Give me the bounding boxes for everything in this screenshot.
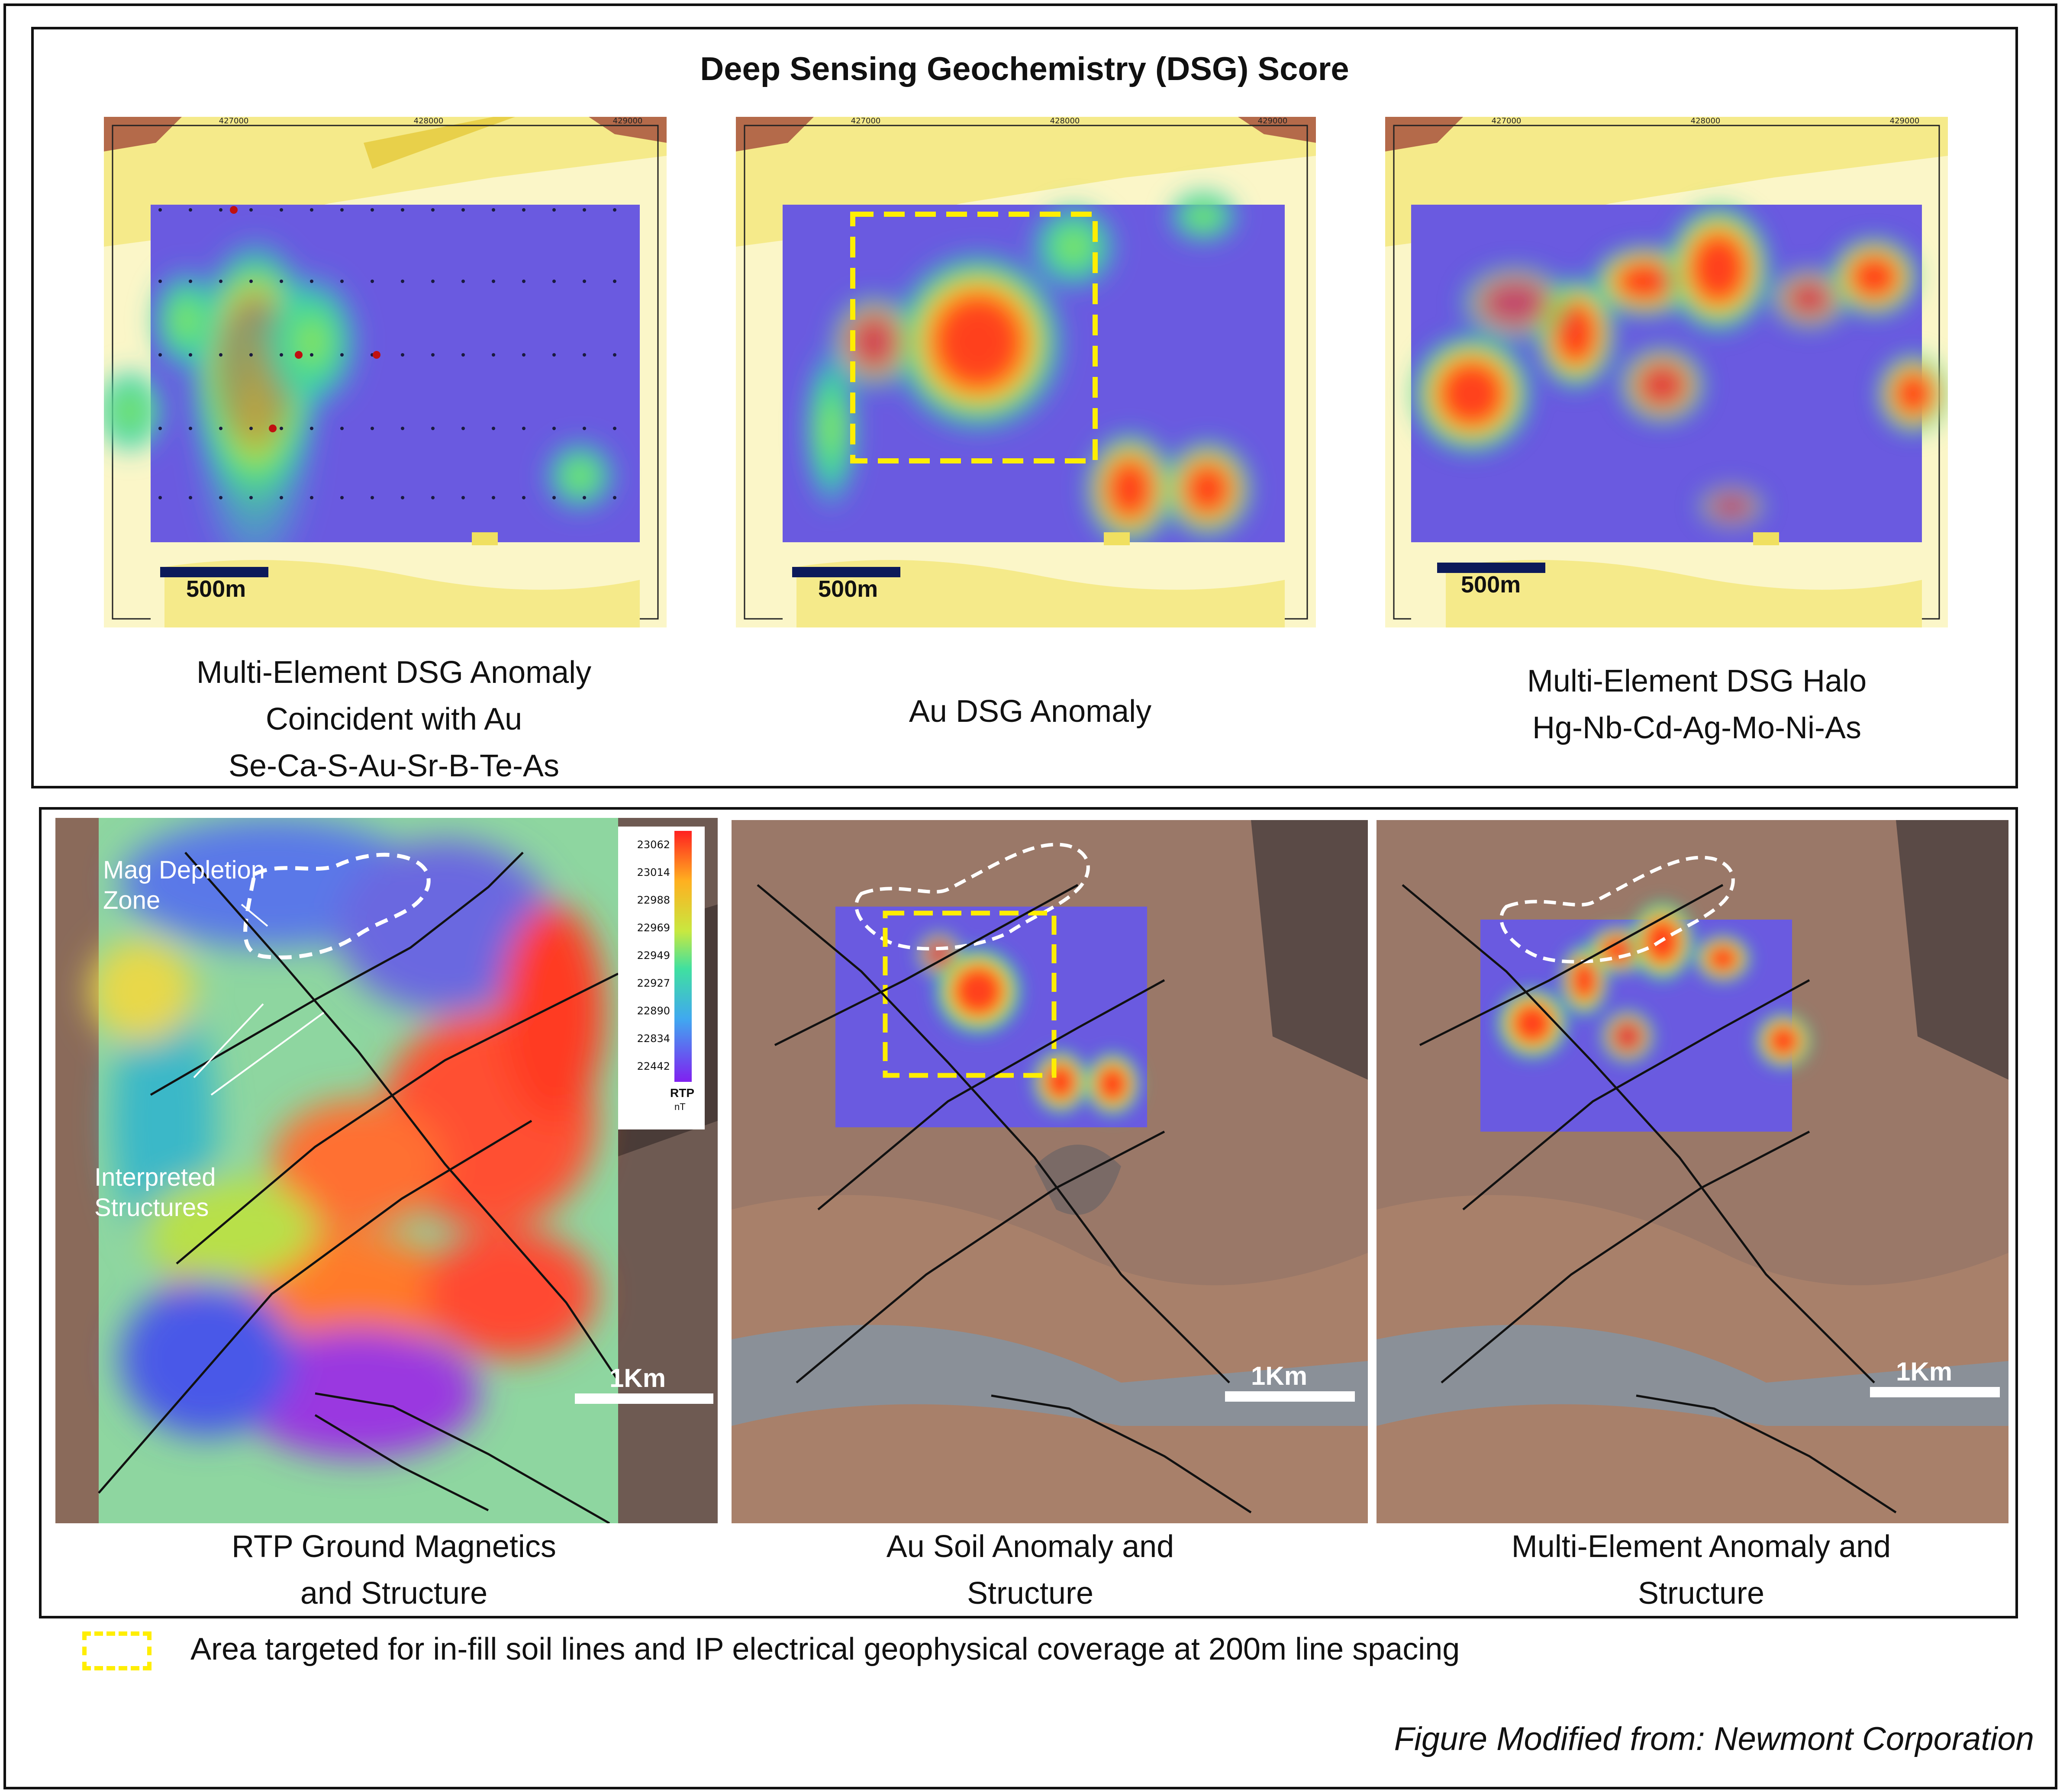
dsg-map-3-svg: 427000 428000 429000	[1385, 117, 1948, 627]
colorbar-label: RTP	[670, 1086, 694, 1100]
colorbar-value: 22949	[637, 949, 670, 962]
x-tick-label: 427000	[851, 117, 881, 125]
dsg-map-2-svg: 427000 428000 429000	[736, 117, 1316, 627]
multi-element-svg	[1377, 820, 2008, 1523]
scale-label: 1Km	[609, 1364, 666, 1393]
mag-depletion-label: Zone	[103, 886, 160, 914]
x-tick-label: 427000	[1492, 117, 1522, 125]
dsg-map-1-svg: 427000 428000 429000	[104, 117, 667, 627]
colorbar-unit: nT	[674, 1101, 686, 1112]
caption-dsg-halo: Multi-Element DSG Halo Hg-Nb-Cd-Ag-Mo-Ni…	[1527, 664, 1867, 745]
scale-bar	[1225, 1391, 1355, 1402]
legend-label: Area targeted for in-fill soil lines and…	[190, 1632, 1460, 1667]
rtp-magnetics-map: Mag Depletion Zone Interpreted Structure…	[55, 818, 718, 1523]
scale-bar	[1870, 1387, 2000, 1397]
scale-bar	[575, 1393, 713, 1404]
colorbar-value: 22890	[637, 1005, 670, 1017]
caption-dsg-multi-element: Multi-Element DSG Anomaly Coincident wit…	[196, 655, 592, 783]
multi-element-anomaly-map: 1Km	[1377, 820, 2008, 1523]
mag-depletion-label: Mag Depletion	[103, 856, 265, 884]
interpreted-structures-label: Structures	[94, 1194, 209, 1222]
colorbar-value: 22988	[637, 894, 670, 906]
dsg-map-multi-element: 427000 428000 429000 500m	[104, 117, 667, 627]
colorbar-value: 22834	[637, 1033, 670, 1045]
scale-label: 1Km	[1251, 1361, 1308, 1390]
x-tick-label: 428000	[1691, 117, 1721, 125]
caption-multi-element: Multi-Element Anomaly and Structure	[1511, 1529, 1891, 1611]
rtp-map-svg: Mag Depletion Zone Interpreted Structure…	[55, 818, 718, 1523]
x-tick-label: 428000	[414, 117, 444, 125]
x-tick-label: 429000	[613, 117, 643, 125]
scale-bar	[160, 567, 268, 577]
x-tick-label: 429000	[1890, 117, 1920, 125]
mag-depletion-outline	[243, 853, 431, 960]
dsg-map-au: 427000 428000 429000 500m	[736, 117, 1316, 627]
geophysics-panel	[39, 807, 2018, 1618]
target-area-box	[883, 910, 1057, 1078]
legend-swatch	[82, 1631, 152, 1670]
colorbar-gradient	[674, 831, 692, 1082]
scale-label: 500m	[1461, 572, 1521, 598]
colorbar-value: 22927	[637, 977, 670, 989]
caption-dsg-au: Au DSG Anomaly	[909, 694, 1152, 729]
dsg-score-panel: Deep Sensing Geochemistry (DSG) Score	[31, 27, 2018, 788]
colorbar-value: 22969	[637, 922, 670, 934]
caption-rtp: RTP Ground Magnetics and Structure	[232, 1529, 556, 1611]
au-soil-map: 1Km	[732, 820, 1368, 1523]
caption-au-soil: Au Soil Anomaly and Structure	[886, 1529, 1174, 1611]
figure-border	[3, 3, 2057, 1789]
colorbar-value: 23062	[637, 839, 670, 851]
dsg-map-halo: 427000 428000 429000 500m	[1385, 117, 1948, 627]
scale-label: 500m	[818, 576, 878, 602]
scale-label: 500m	[186, 576, 246, 602]
au-soil-svg	[732, 820, 1368, 1523]
scale-bar	[1437, 563, 1545, 573]
scale-label: 1Km	[1896, 1357, 1953, 1386]
colorbar-value: 22442	[637, 1060, 670, 1072]
panel-title: Deep Sensing Geochemistry (DSG) Score	[700, 51, 1349, 87]
x-tick-label: 429000	[1258, 117, 1288, 125]
target-area-box	[850, 212, 1098, 463]
interpreted-structures-label: Interpreted	[94, 1163, 216, 1191]
x-tick-label: 428000	[1050, 117, 1080, 125]
colorbar-value: 23014	[637, 866, 670, 878]
scale-bar	[792, 567, 900, 577]
x-tick-label: 427000	[219, 117, 249, 125]
colorbar-values: 23062 23014 22988 22969 22949 22927 2289…	[622, 831, 670, 1080]
figure-credit: Figure Modified from: Newmont Corporatio…	[1394, 1721, 2034, 1757]
